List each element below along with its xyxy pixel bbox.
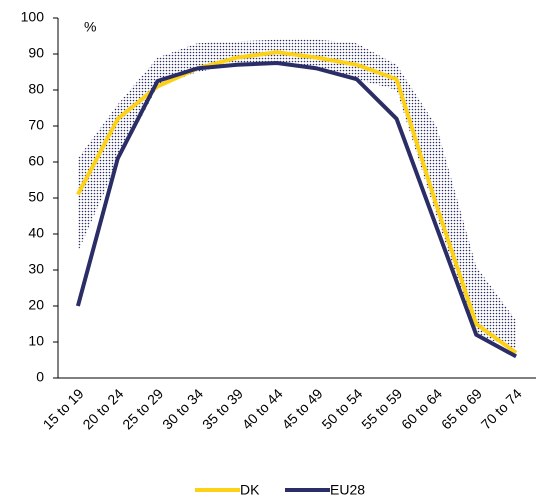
x-tick-label: 40 to 44 xyxy=(239,385,286,432)
y-tick-label: 100 xyxy=(21,9,45,25)
x-tick-label: 20 to 24 xyxy=(79,385,126,432)
legend: DK EU28 xyxy=(195,482,365,498)
x-tick-label: 45 to 49 xyxy=(279,385,326,432)
y-tick-label: 30 xyxy=(28,261,44,277)
legend-label: DK xyxy=(240,482,260,498)
y-axis-unit: % xyxy=(84,19,96,35)
y-tick-label: 70 xyxy=(28,117,44,133)
x-tick-label: 65 to 69 xyxy=(438,385,485,432)
y-tick-label: 80 xyxy=(28,81,44,97)
x-tick-label: 55 to 59 xyxy=(358,385,405,432)
y-tick-label: 0 xyxy=(36,369,44,385)
x-tick-label: 25 to 29 xyxy=(119,385,166,432)
y-tick-label: 60 xyxy=(28,153,44,169)
y-tick-label: 40 xyxy=(28,225,44,241)
x-tick-label: 30 to 34 xyxy=(159,385,206,432)
x-tick-label: 35 to 39 xyxy=(199,385,246,432)
legend-label: EU28 xyxy=(330,482,365,498)
x-tick-label: 60 to 64 xyxy=(398,385,445,432)
range-band xyxy=(77,39,517,350)
y-tick-label: 10 xyxy=(28,333,44,349)
line xyxy=(75,61,518,359)
y-tick-label: 20 xyxy=(28,297,44,313)
y-tick-label: 50 xyxy=(28,189,44,205)
x-tick-label: 70 to 74 xyxy=(478,385,525,432)
x-tick-label: 50 to 54 xyxy=(318,385,365,432)
x-tick-label: 15 to 19 xyxy=(40,385,87,432)
y-tick-label: 90 xyxy=(28,45,44,61)
